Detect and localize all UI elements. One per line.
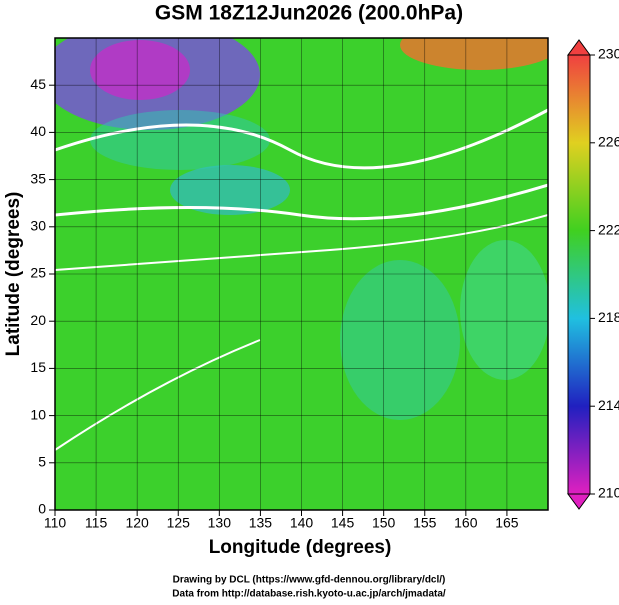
title: GSM 18Z12Jun2026 (200.0hPa) xyxy=(155,2,463,25)
y-tick-label: 10 xyxy=(30,406,46,422)
y-tick-label: 45 xyxy=(30,76,46,92)
footer-line: Drawing by DCL (https://www.gfd-dennou.o… xyxy=(173,575,446,586)
y-tick-label: 15 xyxy=(30,359,46,375)
x-tick-label: 165 xyxy=(495,515,519,531)
x-tick-label: 150 xyxy=(372,515,396,531)
x-axis-label: Longitude (degrees) xyxy=(209,537,392,558)
x-tick-label: 155 xyxy=(413,515,437,531)
colorbar-tick-label: 226 xyxy=(598,134,619,150)
y-tick-label: 0 xyxy=(38,501,46,517)
colorbar-tick-label: 214 xyxy=(598,397,619,413)
colorbar-arrow-top xyxy=(567,39,591,56)
colorbar-arrow-bottom xyxy=(567,493,591,510)
footer-line: Data from http://database.rish.kyoto-u.a… xyxy=(172,589,446,600)
y-tick-label: 5 xyxy=(38,454,46,470)
x-tick-label: 130 xyxy=(208,515,232,531)
x-tick-label: 115 xyxy=(85,515,108,531)
colorbar xyxy=(567,54,591,495)
y-tick-label: 35 xyxy=(30,170,46,186)
y-axis-label: Latitude (degrees) xyxy=(3,192,24,357)
y-tick-label: 30 xyxy=(30,218,46,234)
colorbar-tick-label: 222 xyxy=(598,221,619,237)
y-tick-label: 25 xyxy=(30,265,46,281)
x-tick-label: 135 xyxy=(249,515,273,531)
colorbar-tick-label: 210 xyxy=(598,485,619,501)
x-tick-label: 125 xyxy=(167,515,191,531)
x-tick-label: 160 xyxy=(454,515,478,531)
colorbar-tick-label: 218 xyxy=(598,309,619,325)
x-tick-label: 145 xyxy=(331,515,355,531)
colorbar-tick-label: 230 xyxy=(598,46,619,62)
y-tick-label: 40 xyxy=(30,123,46,139)
x-tick-label: 140 xyxy=(290,515,314,531)
map-field xyxy=(55,38,548,510)
y-tick-label: 20 xyxy=(30,312,46,328)
x-tick-label: 110 xyxy=(44,515,67,531)
x-tick-label: 120 xyxy=(125,515,149,531)
